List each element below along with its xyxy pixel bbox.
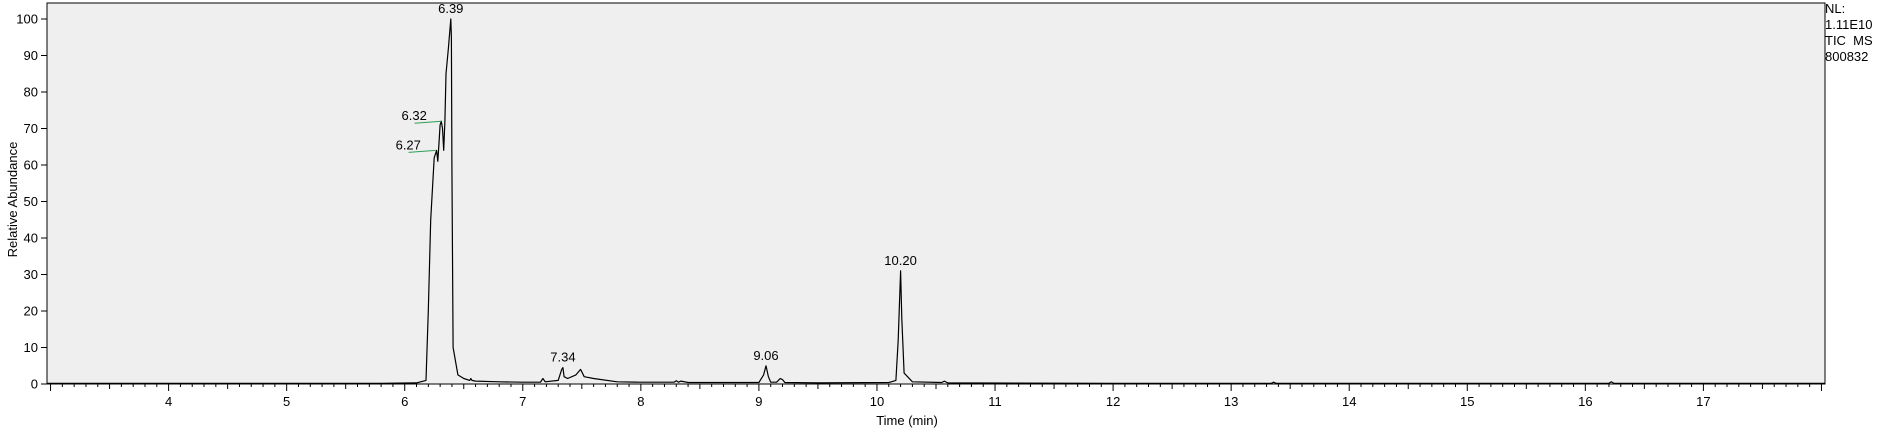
x-tick-label: 17: [1696, 394, 1710, 409]
y-tick-label: 10: [24, 340, 38, 355]
y-axis-title: Relative Abundance: [5, 142, 20, 258]
y-tick-label: 30: [24, 267, 38, 282]
x-tick-label: 10: [870, 394, 884, 409]
y-tick-label: 80: [24, 85, 38, 100]
peak-annotations: 6.39 6.32 6.27 7.34 9.06 10.20: [396, 1, 917, 365]
y-tick-label: 100: [16, 12, 38, 27]
y-tick-label: 90: [24, 48, 38, 63]
nl-label: NL:: [1825, 1, 1846, 16]
y-tick-label: 40: [24, 231, 38, 246]
trace-type: TIC MS: [1825, 33, 1873, 48]
x-tick-label: 9: [755, 394, 762, 409]
x-tick-label: 12: [1106, 394, 1120, 409]
peak-label: 6.27: [396, 137, 421, 152]
x-tick-label: 8: [637, 394, 644, 409]
y-tick-label: 20: [24, 304, 38, 319]
x-tick-label: 14: [1342, 394, 1356, 409]
y-tick-label: 0: [31, 377, 38, 392]
sample-id: 800832: [1825, 49, 1869, 64]
info-panel: NL: 1.11E10 TIC MS 800832: [1825, 1, 1873, 65]
x-axis: 4 5 6 7 8 9 10 11 12 13 14 15 16 17: [50, 384, 1822, 409]
peak-label: 10.20: [884, 253, 917, 268]
x-tick-label: 5: [283, 394, 290, 409]
nl-value: 1.11E10: [1825, 17, 1873, 32]
x-tick-label: 7: [519, 394, 526, 409]
peak-label: 6.32: [402, 108, 427, 123]
x-axis-title: Time (min): [876, 413, 938, 428]
y-axis: 0 10 20 30 40 50 60 70 80 90 100: [16, 12, 47, 392]
peak-leader-line: [408, 149, 436, 153]
x-tick-label: 4: [165, 394, 172, 409]
plot-area: [46, 2, 1826, 385]
tic-trace: [47, 18, 1825, 384]
x-tick-label: 13: [1224, 394, 1238, 409]
peak-label: 9.06: [753, 348, 778, 363]
x-tick-label: 6: [401, 394, 408, 409]
peak-leader-line: [414, 120, 442, 124]
x-tick-label: 15: [1460, 394, 1474, 409]
peak-label: 7.34: [550, 350, 575, 365]
y-tick-label: 70: [24, 121, 38, 136]
y-tick-label: 50: [24, 194, 38, 209]
y-tick-label: 60: [24, 158, 38, 173]
peak-label: 6.39: [438, 1, 463, 16]
x-tick-label: 16: [1578, 394, 1592, 409]
x-tick-label: 11: [988, 394, 1002, 409]
